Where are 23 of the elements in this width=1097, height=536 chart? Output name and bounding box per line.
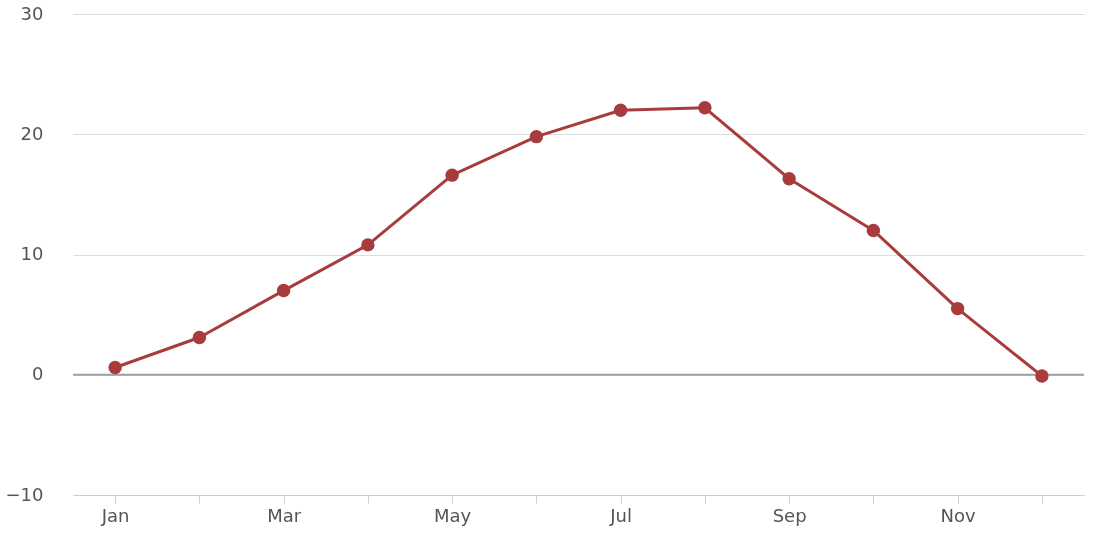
- point: [698, 101, 712, 115]
- point: [192, 330, 207, 345]
- point: [866, 223, 881, 238]
- point: [1035, 369, 1049, 383]
- y-tick-label: 10: [20, 243, 44, 264]
- point: [108, 360, 122, 375]
- point: [529, 129, 544, 144]
- y-tick-label: 0: [32, 363, 44, 385]
- x-tick-label: Jul: [609, 504, 632, 526]
- y-tick-label: 30: [20, 2, 44, 24]
- x-tick-label: May: [434, 504, 472, 526]
- point: [276, 283, 291, 298]
- y-tick-label: −10: [5, 483, 44, 505]
- x-tick-label: Nov: [940, 504, 977, 526]
- x-tick-label: Jan: [100, 504, 130, 526]
- x-tick-label: Mar: [267, 504, 302, 526]
- point: [445, 168, 459, 182]
- point: [613, 103, 628, 117]
- y-tick-label: 20: [20, 122, 44, 144]
- point: [950, 301, 965, 316]
- point: [361, 238, 375, 252]
- point: [782, 172, 796, 186]
- x-tick-label: Sep: [772, 504, 807, 526]
